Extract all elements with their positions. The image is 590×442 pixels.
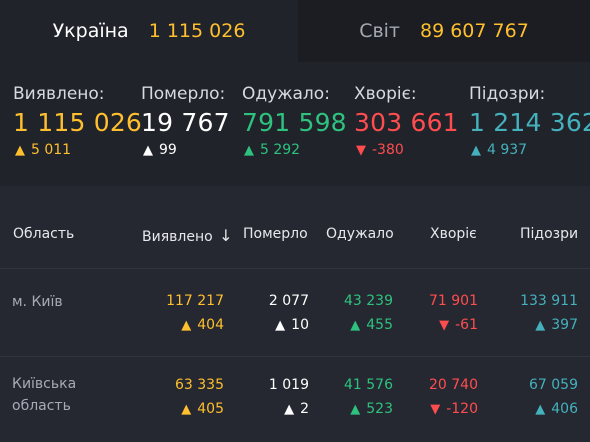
region-name: Київська область <box>12 373 76 417</box>
stat-confirmed-delta-value: 5 011 <box>31 142 72 158</box>
stat-sick-delta-value: -380 <box>372 142 404 158</box>
stat-sick-value: 303 661 <box>354 108 459 137</box>
cell-recovered: 41 576 <box>344 377 393 393</box>
th-sick[interactable]: Хворіє <box>430 226 477 242</box>
stat-suspected: Підозри: 1 214 362 ▲ 4 937 <box>469 84 590 158</box>
cell-recovered: 43 239 <box>344 293 393 309</box>
th-deaths[interactable]: Померло <box>243 226 308 242</box>
delta-value: 10 <box>291 317 309 333</box>
th-region[interactable]: Область <box>13 226 75 242</box>
stat-suspected-delta: ▲ 4 937 <box>469 142 590 158</box>
sort-down-arrow-icon: ↓ <box>219 226 233 245</box>
region-name: м. Київ <box>12 291 63 313</box>
stat-deaths-label: Померло: <box>141 84 226 104</box>
cell-deaths-delta: ▲ 10 <box>273 317 309 333</box>
tab-ukraine[interactable]: Україна 1 115 026 <box>0 0 298 62</box>
delta-value: 2 <box>300 401 309 417</box>
arrow-up-icon: ▲ <box>471 142 481 158</box>
tab-world[interactable]: Світ 89 607 767 <box>298 0 590 62</box>
table-header: Область Виявлено ↓ Померло Одужало Хворі… <box>0 186 590 268</box>
stat-confirmed-label: Виявлено: <box>13 84 105 104</box>
tab-ukraine-count: 1 115 026 <box>148 20 246 42</box>
arrow-up-icon: ▲ <box>535 402 546 417</box>
stat-deaths-value: 19 767 <box>141 108 230 137</box>
stat-deaths-delta-value: 99 <box>159 142 177 158</box>
cell-confirmed-delta: ▲ 405 <box>179 401 224 417</box>
stat-recovered-delta: ▲ 5 292 <box>242 142 347 158</box>
stat-recovered-delta-value: 5 292 <box>260 142 301 158</box>
arrow-up-icon: ▲ <box>143 142 153 158</box>
stat-suspected-label: Підозри: <box>469 84 546 104</box>
stat-sick-delta: ▼ -380 <box>354 142 459 158</box>
region-name-line: Київська <box>12 376 77 392</box>
arrow-down-icon: ▼ <box>430 402 441 417</box>
cell-sick: 71 901 <box>429 293 478 309</box>
delta-value: 397 <box>551 317 578 333</box>
cell-suspected-delta: ▲ 397 <box>533 317 578 333</box>
stat-recovered-label: Одужало: <box>242 84 330 104</box>
region-name-line: м. Київ <box>12 294 63 310</box>
cell-deaths: 2 077 <box>268 293 309 309</box>
delta-value: 405 <box>197 401 224 417</box>
cell-confirmed: 63 335 <box>175 377 224 393</box>
regions-table: Область Виявлено ↓ Померло Одужало Хворі… <box>0 186 590 442</box>
arrow-up-icon: ▲ <box>350 318 361 333</box>
delta-value: 406 <box>551 401 578 417</box>
cell-recovered-delta: ▲ 455 <box>348 317 393 333</box>
stat-recovered: Одужало: 791 598 ▲ 5 292 <box>242 84 347 158</box>
cell-confirmed: 117 217 <box>166 293 224 309</box>
cell-sick-delta: ▼ -61 <box>437 317 478 333</box>
arrow-up-icon: ▲ <box>244 142 254 158</box>
stat-sick-label: Хворіє: <box>354 84 417 104</box>
cell-confirmed-delta: ▲ 404 <box>179 317 224 333</box>
stat-confirmed-value: 1 115 026 <box>13 108 143 137</box>
cell-suspected-delta: ▲ 406 <box>533 401 578 417</box>
th-recovered[interactable]: Одужало <box>326 226 394 242</box>
stat-confirmed: Виявлено: 1 115 026 ▲ 5 011 <box>13 84 142 158</box>
cell-sick: 20 740 <box>429 377 478 393</box>
cell-deaths: 1 019 <box>268 377 309 393</box>
tab-world-count: 89 607 767 <box>420 20 529 42</box>
cell-recovered-delta: ▲ 523 <box>348 401 393 417</box>
cell-suspected: 133 911 <box>520 293 578 309</box>
stat-suspected-value: 1 214 362 <box>469 108 590 137</box>
region-name-line: область <box>12 398 71 414</box>
arrow-down-icon: ▼ <box>439 318 450 333</box>
stat-confirmed-delta: ▲ 5 011 <box>13 142 142 158</box>
delta-value: 455 <box>366 317 393 333</box>
cell-deaths-delta: ▲ 2 <box>282 401 309 417</box>
tab-ukraine-label: Україна <box>52 20 129 42</box>
th-suspected[interactable]: Підозри <box>520 226 579 242</box>
delta-value: 523 <box>366 401 393 417</box>
cell-sick-delta: ▼ -120 <box>428 401 478 417</box>
arrow-down-icon: ▼ <box>356 142 366 158</box>
delta-value: -61 <box>455 317 478 333</box>
tab-world-label: Світ <box>359 20 400 42</box>
arrow-up-icon: ▲ <box>275 318 286 333</box>
delta-value: -120 <box>446 401 478 417</box>
stat-recovered-value: 791 598 <box>242 108 347 137</box>
cell-suspected: 67 059 <box>529 377 578 393</box>
th-confirmed[interactable]: Виявлено ↓ <box>142 226 233 245</box>
arrow-up-icon: ▲ <box>350 402 361 417</box>
stat-suspected-delta-value: 4 937 <box>487 142 528 158</box>
th-confirmed-label: Виявлено <box>142 229 213 245</box>
stat-sick: Хворіє: 303 661 ▼ -380 <box>354 84 459 158</box>
arrow-up-icon: ▲ <box>181 402 192 417</box>
region-tabs: Україна 1 115 026 Світ 89 607 767 <box>0 0 590 62</box>
stat-deaths: Померло: 19 767 ▲ 99 <box>141 84 230 158</box>
stat-deaths-delta: ▲ 99 <box>141 142 230 158</box>
arrow-up-icon: ▲ <box>15 142 25 158</box>
arrow-up-icon: ▲ <box>181 318 192 333</box>
arrow-up-icon: ▲ <box>535 318 546 333</box>
summary-panel: Виявлено: 1 115 026 ▲ 5 011 Померло: 19 7… <box>0 62 590 186</box>
table-row[interactable]: м. Київ 117 217 2 077 43 239 71 901 133 … <box>0 268 590 356</box>
arrow-up-icon: ▲ <box>284 402 295 417</box>
table-row[interactable]: Київська область 63 335 1 019 41 576 20 … <box>0 356 590 442</box>
delta-value: 404 <box>197 317 224 333</box>
